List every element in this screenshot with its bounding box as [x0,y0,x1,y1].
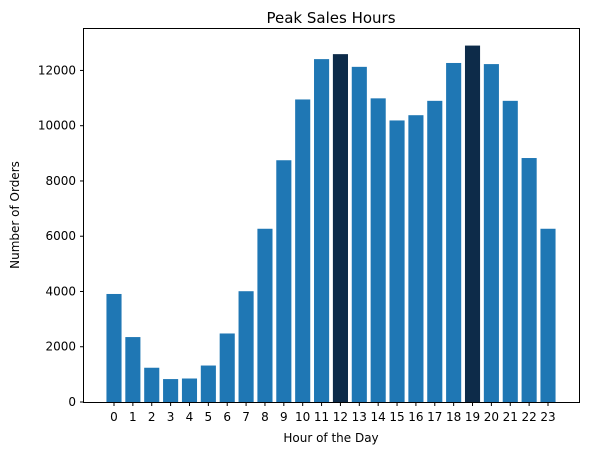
bar-hour-16 [408,115,424,402]
y-tick-label: 12000 [38,63,76,77]
x-tick-label: 7 [242,410,250,424]
bar-hour-19 [464,45,481,402]
y-tick-label: 4000 [45,284,76,298]
x-tick-label: 15 [389,410,404,424]
x-tick-label: 6 [223,410,231,424]
y-tick-label: 6000 [45,229,76,243]
bar-hour-10 [295,99,311,403]
bar-hour-20 [483,64,499,402]
bar-hour-5 [200,365,216,402]
bar-hour-13 [351,66,367,402]
bar-hour-11 [314,59,330,403]
y-tick-label: 10000 [38,119,76,133]
bar-hour-18 [446,62,462,402]
x-tick-label: 3 [167,410,175,424]
bar-hour-8 [257,228,273,402]
x-tick-label: 8 [261,410,269,424]
bar-hour-12 [332,54,348,402]
bar-hour-3 [163,379,179,402]
chart-title: Peak Sales Hours [266,9,395,27]
bar-hour-14 [370,98,386,402]
x-tick-label: 19 [465,410,480,424]
bar-hour-4 [181,378,198,402]
x-tick-label: 11 [314,410,329,424]
y-tick-label: 8000 [45,174,76,188]
x-tick-label: 5 [205,410,213,424]
x-tick-label: 9 [280,410,288,424]
bars-group [106,45,556,403]
x-tick-label: 12 [333,410,348,424]
x-tick-label: 14 [371,410,386,424]
y-tick-label: 2000 [45,340,76,354]
x-tick-label: 23 [540,410,555,424]
bar-hour-9 [276,160,292,402]
bar-hour-22 [521,158,537,402]
x-tick-label: 21 [503,410,518,424]
bar-hour-0 [106,293,122,402]
x-tick-label: 1 [129,410,137,424]
y-axis-label: Number of Orders [8,161,22,269]
x-tick-label: 22 [521,410,536,424]
x-tick-label: 13 [352,410,367,424]
bar-hour-1 [125,337,141,402]
x-tick-label: 0 [110,410,118,424]
bar-hour-17 [427,100,443,402]
bar-hour-23 [540,228,556,402]
x-tick-label: 16 [408,410,423,424]
x-tick-label: 2 [148,410,156,424]
x-tick-label: 10 [295,410,310,424]
y-axis: 0 2000 4000 6000 8000 10000 12000 [38,63,84,409]
x-tick-label: 20 [484,410,499,424]
y-tick-label: 0 [68,395,76,409]
bar-hour-7 [238,291,254,402]
x-tick-label: 4 [186,410,194,424]
x-axis-label: Hour of the Day [283,431,378,445]
bar-hour-15 [389,120,405,402]
bar-hour-6 [219,333,235,402]
x-tick-label: 18 [446,410,461,424]
bar-hour-21 [502,100,518,402]
plot-frame [83,28,580,403]
x-tick-label: 17 [427,410,442,424]
x-axis: 0 1 2 3 4 5 6 7 8 9 10 11 12 13 14 15 16 17 18 19 20 21 22 23 [110,402,556,424]
bar-hour-2 [144,367,160,402]
